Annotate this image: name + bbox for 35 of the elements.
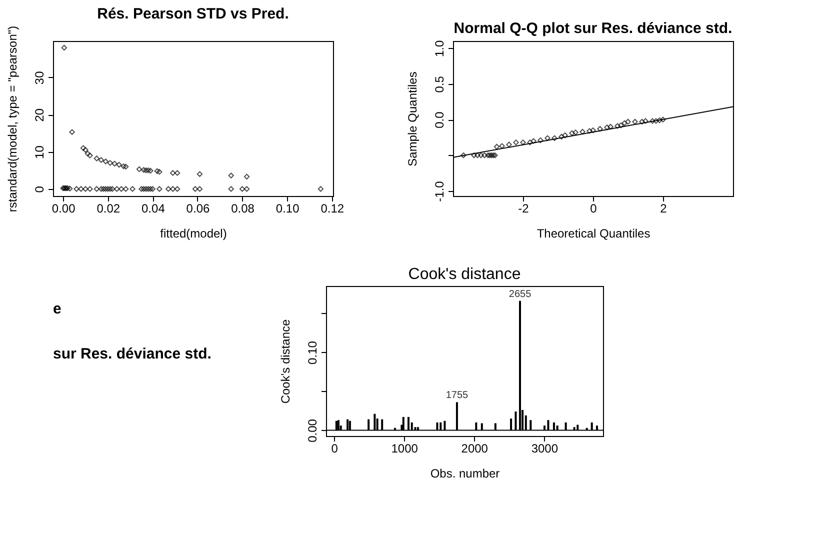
y-tick-label: 30 — [32, 70, 46, 85]
y-axis-title: Sample Quantiles — [406, 72, 420, 166]
x-tick-label: 2000 — [461, 442, 488, 456]
x-tick-label: 0.12 — [320, 202, 344, 216]
y-tick-label: 10 — [32, 145, 46, 159]
annotation: 2655 — [508, 288, 532, 300]
y-tick-label: 0.0 — [432, 111, 446, 128]
chart-title: Normal Q-Q plot sur Res. déviance std. — [454, 20, 732, 37]
x-axis-title: fitted(model) — [160, 226, 227, 240]
text: sur Res. déviance std. — [53, 346, 212, 362]
x-tick-label: 0.10 — [276, 202, 300, 216]
x-tick-label: 1000 — [391, 442, 418, 456]
x-axis-title: Theoretical Quantiles — [536, 226, 650, 240]
x-tick-label: 0.04 — [142, 202, 166, 216]
chart-title: Rés. Pearson STD vs Pred. — [97, 5, 289, 22]
y-tick-label: 1.0 — [432, 40, 446, 57]
x-axis-title: Obs. number — [430, 466, 500, 480]
y-tick-label: -1.0 — [432, 180, 446, 202]
y-axis-title: Cook's distance — [278, 319, 292, 404]
x-tick-label: 0.00 — [52, 202, 76, 216]
x-tick-label: -2 — [518, 202, 530, 216]
x-tick-label: 0.08 — [231, 202, 255, 216]
y-axis-title: rstandard(model, type = "pearson") — [6, 26, 20, 212]
x-tick-label: 0 — [590, 202, 598, 216]
y-tick-label: 0 — [32, 186, 46, 193]
x-tick-label: 0.02 — [96, 202, 120, 216]
x-tick-label: 0 — [331, 442, 338, 456]
x-tick-label: 3000 — [531, 442, 558, 456]
x-tick-label: 2 — [660, 202, 668, 216]
x-tick-label: 0.06 — [186, 202, 210, 216]
text: e — [53, 300, 62, 318]
y-tick-label: 0.5 — [432, 76, 446, 93]
chart-title: Cook's distance — [408, 266, 521, 283]
y-tick-label: 20 — [32, 108, 46, 122]
annotation: 1755 — [446, 390, 469, 402]
